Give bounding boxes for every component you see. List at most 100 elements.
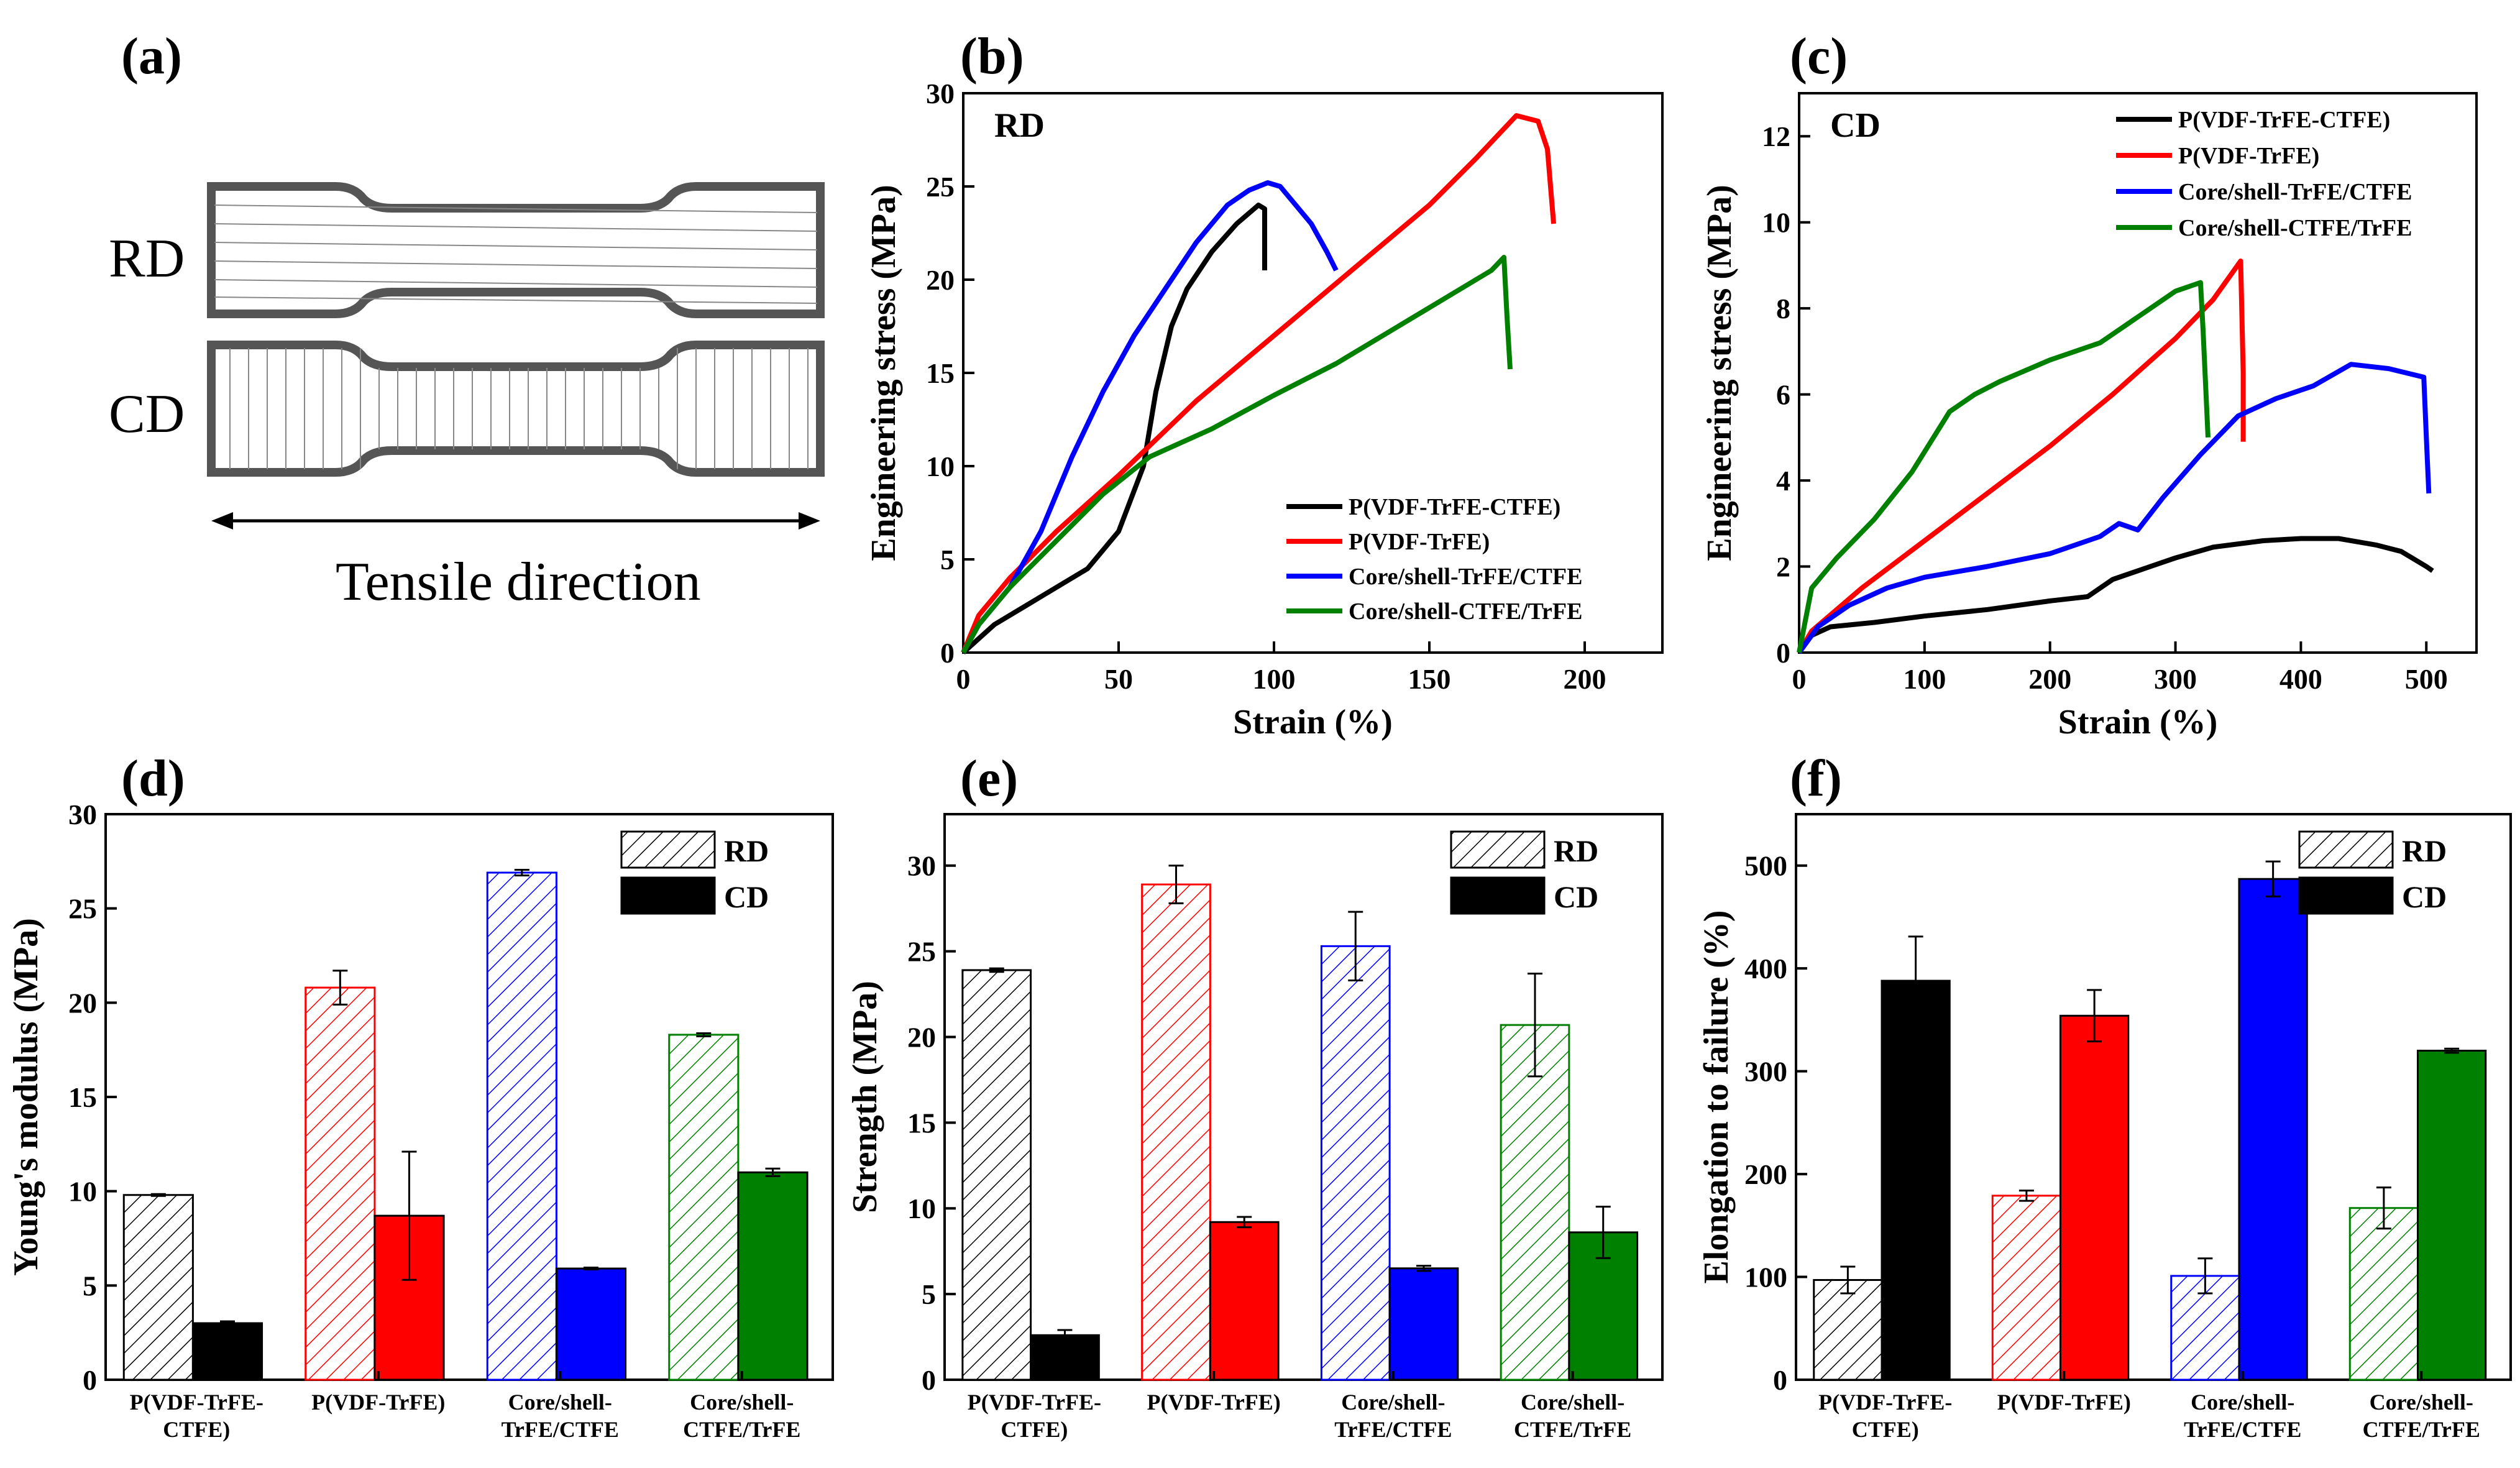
plot-frame [943, 813, 1664, 1381]
error-bar-cd [1416, 1265, 1431, 1272]
category-label: CTFE) [163, 1417, 230, 1442]
legend-label-cd: CD [724, 879, 769, 914]
y-axis-title: Elongation to failure (%) [1697, 911, 1736, 1284]
direction-tag: RD [994, 106, 1045, 145]
error-bar-cd [2444, 1047, 2460, 1054]
y-tick-label: 5 [922, 1278, 936, 1310]
category-label: CTFE) [1852, 1417, 1919, 1442]
y-tick-label: 0 [922, 1364, 936, 1396]
legend-label-4: Core/shell-CTFE/TrFE [2178, 215, 2412, 241]
series-line-2 [1797, 259, 2246, 654]
error-bar-rd [1348, 911, 1363, 981]
series-line-3 [961, 180, 1339, 654]
y-tick-label: 10 [68, 1176, 97, 1208]
legend-label-rd: RD [1554, 833, 1598, 868]
x-tick-label: 0 [1792, 663, 1807, 695]
category-label: CTFE) [1001, 1417, 1068, 1442]
legend-swatch-rd [2298, 830, 2394, 869]
error-bar-rd [514, 868, 529, 877]
y-tick-label: 25 [907, 936, 936, 968]
y-axis-title: Engineering stress (MPa) [1700, 185, 1739, 561]
y-tick-label: 10 [1762, 207, 1790, 239]
tensile-direction-arrow [211, 512, 820, 530]
category-label: TrFE/CTFE [502, 1417, 619, 1442]
error-bar-cd [1595, 1205, 1611, 1259]
series-line-3 [1797, 362, 2432, 654]
y-tick-label: 400 [1744, 953, 1787, 984]
y-tick-label: 30 [907, 850, 936, 882]
error-bar-rd [2376, 1186, 2391, 1230]
cd-label: CD [109, 384, 185, 444]
panel-label-e: (e) [960, 750, 1018, 807]
y-tick-label: 10 [907, 1193, 936, 1224]
panel-label-f: (f) [1790, 750, 1842, 807]
legend-swatch-cd [620, 876, 716, 915]
bar-rd-2 [1141, 883, 1211, 1381]
bar-cd-1 [191, 1322, 263, 1381]
panel-label-d: (d) [121, 750, 185, 807]
tensile-specimen-schematic: RD CD Tensile direction [109, 182, 825, 612]
bar-rd-2 [1991, 1195, 2061, 1381]
category-label: P(VDF-TrFE) [1147, 1390, 1280, 1415]
rd-label: RD [109, 229, 185, 289]
y-tick-label: 0 [1773, 1364, 1787, 1396]
y-tick-label: 4 [1776, 465, 1790, 497]
y-tick-label: 6 [1776, 379, 1790, 411]
bar-cd-3 [555, 1267, 627, 1381]
error-bar-rd [2018, 1190, 2034, 1202]
error-bar-rd [1527, 972, 1542, 1078]
rd-specimen [207, 182, 825, 318]
series-line-4 [1797, 280, 2211, 653]
bar-rd-3 [486, 871, 557, 1381]
y-tick-label: 8 [1776, 293, 1790, 324]
bar-rd-4 [2348, 1207, 2419, 1381]
y-tick-label: 500 [1744, 850, 1787, 882]
category-label: CTFE/TrFE [2363, 1417, 2480, 1442]
y-tick-label: 15 [926, 357, 955, 389]
legend-label-cd: CD [1554, 879, 1598, 914]
legend-label-2: P(VDF-TrFE) [1349, 529, 1490, 555]
error-bar-rd [2197, 1257, 2213, 1295]
plot-frame [1795, 813, 2512, 1381]
x-tick-label: 100 [1903, 663, 1946, 695]
legend-swatch-cd [1450, 876, 1546, 915]
tensile-direction-label: Tensile direction [336, 552, 701, 612]
x-axis-title: Strain (%) [1233, 703, 1393, 741]
error-bar-cd [219, 1320, 235, 1326]
bar-rd-1 [961, 969, 1032, 1381]
y-tick-label: 20 [926, 264, 955, 296]
bar-rd-3 [1320, 945, 1391, 1381]
legend-label-3: Core/shell-TrFE/CTFE [2178, 179, 2412, 205]
bar-cd-2 [2060, 1014, 2130, 1381]
panel-label-b: (b) [960, 27, 1024, 85]
x-axis-title: Strain (%) [2058, 703, 2218, 741]
legend-label-rd: RD [724, 833, 769, 868]
category-label: Core/shell- [1521, 1390, 1624, 1415]
bar-rd-2 [305, 986, 376, 1381]
y-axis-title: Strength (MPa) [846, 981, 884, 1213]
error-bar-cd [1908, 935, 1923, 1026]
category-label: P(VDF-TrFE- [1818, 1390, 1952, 1415]
chart-b-rd-stress-strain: 0 50 100 150 200 0 5 10 15 20 25 30 Strain (%) Engine… [864, 78, 1664, 741]
y-tick-label: 15 [68, 1081, 97, 1113]
error-bar-cd [583, 1267, 598, 1271]
category-label: P(VDF-TrFE- [968, 1390, 1101, 1415]
error-bar-cd [2087, 989, 2102, 1043]
error-bar-rd [332, 970, 348, 1006]
x-tick-label: 50 [1104, 663, 1133, 695]
y-tick-label: 20 [907, 1021, 936, 1053]
bar-rd-1 [122, 1194, 194, 1381]
category-label: CTFE/TrFE [683, 1417, 800, 1442]
plot-frame [1798, 92, 2478, 654]
x-tick-label: 100 [1253, 663, 1296, 695]
category-label: Core/shell- [2370, 1390, 2473, 1415]
error-bar-rd [1840, 1265, 1856, 1295]
legend-label-cd: CD [2402, 879, 2447, 914]
bar-rd-4 [1500, 1024, 1570, 1381]
bar-cd-3 [2238, 878, 2308, 1381]
legend-swatch-cd [2298, 876, 2394, 915]
y-tick-label: 25 [68, 893, 97, 925]
category-label: Core/shell- [1341, 1390, 1445, 1415]
